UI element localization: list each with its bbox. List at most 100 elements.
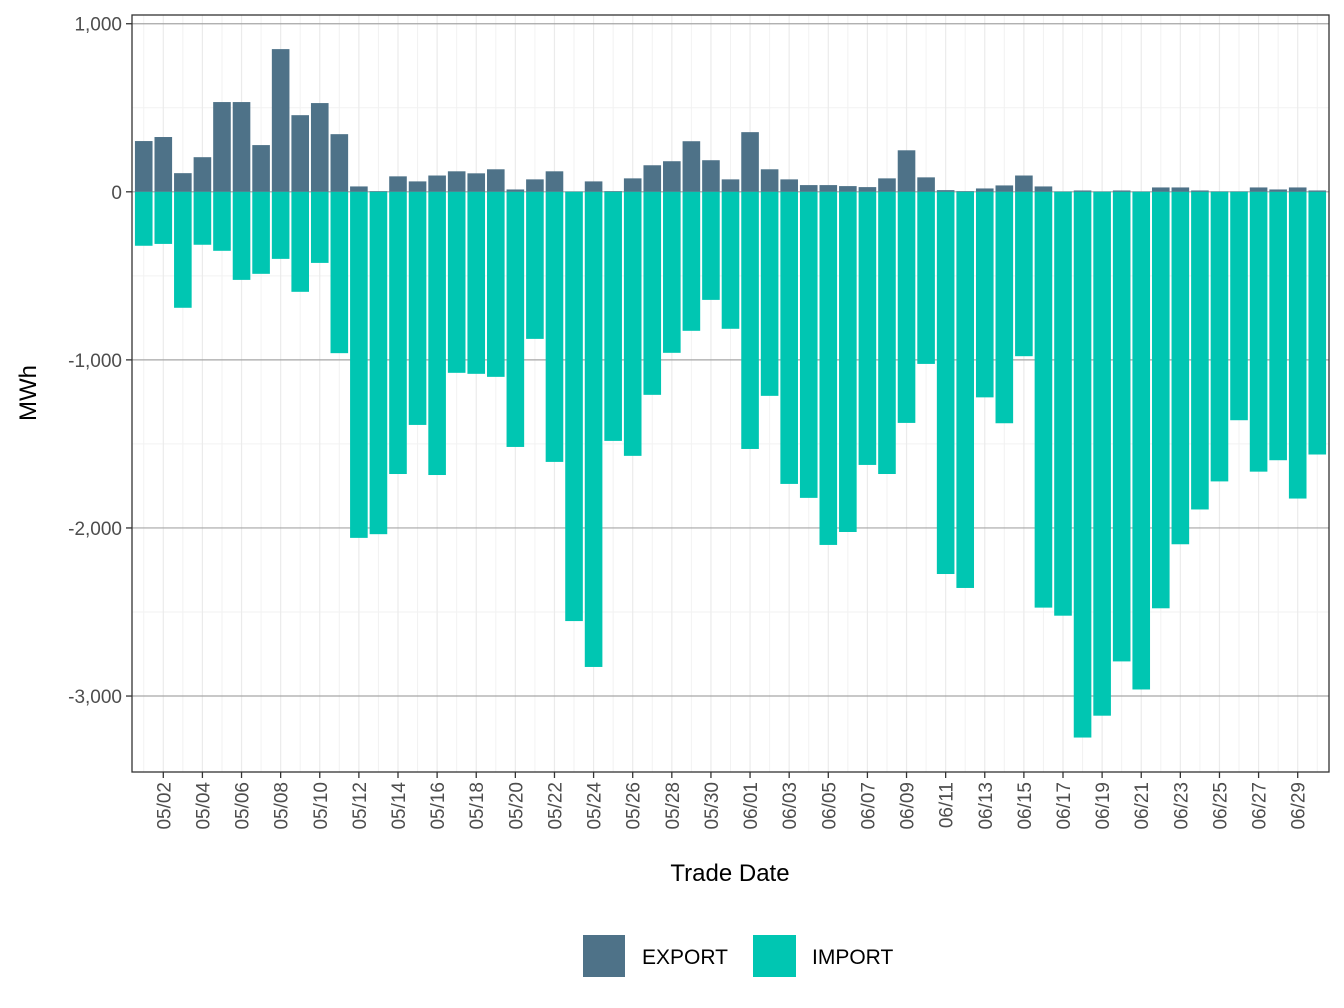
bar-import (819, 191, 838, 545)
bar-import (741, 191, 759, 449)
x-tick-label: 05/26 (624, 782, 645, 830)
bar-export (271, 49, 290, 192)
x-tick-label: 06/29 (1289, 782, 1310, 830)
x-tick-label: 06/25 (1210, 782, 1231, 830)
y-tick-label: -1,000 (68, 351, 122, 372)
bar-export (819, 185, 838, 192)
bar-import (447, 191, 466, 373)
bar-export (154, 137, 173, 192)
x-axis: 05/02 05/04 05/06 05/08 05/10 05/12 05/14 05/16… (154, 772, 1310, 830)
legend: EXPORT IMPORT (583, 935, 893, 977)
x-tick-label: 05/04 (193, 782, 214, 830)
bar-export (1171, 187, 1190, 192)
bar-import (1308, 191, 1327, 455)
bar-export (858, 187, 877, 192)
x-tick-label: 06/27 (1250, 782, 1271, 830)
bar-export (134, 141, 153, 192)
bar-import (760, 191, 779, 396)
bar-import (1132, 191, 1151, 690)
bar-import (428, 191, 446, 476)
bar-export (467, 173, 486, 192)
plot-panel-border (131, 14, 1330, 773)
bar-import (154, 191, 173, 244)
bar-export (623, 178, 642, 192)
bar-import (1073, 191, 1092, 738)
bar-export (1288, 187, 1307, 192)
bar-export (1308, 190, 1327, 192)
bar-export (604, 191, 622, 192)
bar-import (878, 191, 896, 475)
bar-export (389, 176, 407, 192)
bar-export (1151, 187, 1170, 192)
bar-export (760, 169, 779, 192)
legend-swatch-export (583, 935, 625, 977)
bar-import (995, 191, 1014, 424)
bar-import (1093, 191, 1111, 716)
x-tick-label: 05/18 (467, 782, 488, 830)
bar-import (486, 191, 505, 377)
bar-export (350, 186, 368, 192)
bar-export (721, 179, 740, 192)
bar-import (134, 191, 153, 246)
bar-import (350, 191, 368, 538)
x-axis-title: Trade Date (670, 860, 789, 887)
legend-label-export: EXPORT (642, 946, 728, 969)
x-tick-label: 06/05 (819, 782, 840, 830)
x-tick-label: 05/10 (311, 782, 332, 830)
bar-export (780, 179, 798, 192)
bar-export (232, 102, 251, 192)
y-axis: 1,000 0 -1,000 -2,000 -3,000 (68, 15, 132, 708)
bar-export (741, 132, 759, 192)
bar-export (174, 173, 192, 192)
bar-import (369, 191, 388, 535)
bar-export (917, 177, 935, 192)
bar-export (878, 178, 896, 192)
bar-export (936, 190, 955, 192)
bar-export (1269, 189, 1287, 192)
bar-import (1034, 191, 1053, 608)
bar-export (1112, 190, 1131, 192)
x-tick-label: 05/28 (663, 782, 684, 830)
bar-export (213, 102, 231, 192)
x-tick-label: 06/01 (741, 782, 762, 830)
bar-import (702, 191, 720, 300)
bar-import (780, 191, 798, 484)
x-tick-label: 06/03 (780, 782, 801, 830)
bar-import (310, 191, 329, 263)
bar-import (1015, 191, 1033, 357)
bar-export (252, 145, 270, 192)
legend-label-import: IMPORT (812, 946, 893, 969)
bar-import (1269, 191, 1287, 461)
bar-import (526, 191, 544, 339)
bar-import (213, 191, 231, 251)
bar-import (604, 191, 622, 441)
bar-import (858, 191, 877, 465)
bar-import (252, 191, 270, 274)
y-tick-label: 0 (111, 183, 122, 204)
bar-export (682, 141, 701, 192)
bar-import (408, 191, 427, 425)
bar-import (506, 191, 525, 447)
bar-import (917, 191, 935, 364)
bar-export (897, 150, 916, 192)
bar-export (1015, 175, 1033, 192)
legend-swatch-import (753, 935, 796, 977)
x-tick-label: 06/13 (976, 782, 997, 830)
bar-import (1191, 191, 1209, 510)
bar-import (330, 191, 349, 354)
x-tick-label: 05/20 (506, 782, 527, 830)
bar-export (310, 103, 329, 192)
x-tick-label: 05/22 (545, 782, 566, 830)
x-tick-label: 06/07 (858, 782, 879, 830)
bar-export (545, 171, 564, 192)
x-tick-label: 05/12 (350, 782, 371, 830)
bar-export (663, 161, 681, 192)
bar-export (506, 189, 525, 192)
bar-export (1073, 190, 1092, 192)
bar-import (1288, 191, 1307, 499)
x-tick-label: 06/17 (1054, 782, 1075, 830)
bar-export (291, 115, 310, 192)
bar-export (526, 179, 544, 192)
x-tick-label: 05/14 (389, 782, 410, 830)
